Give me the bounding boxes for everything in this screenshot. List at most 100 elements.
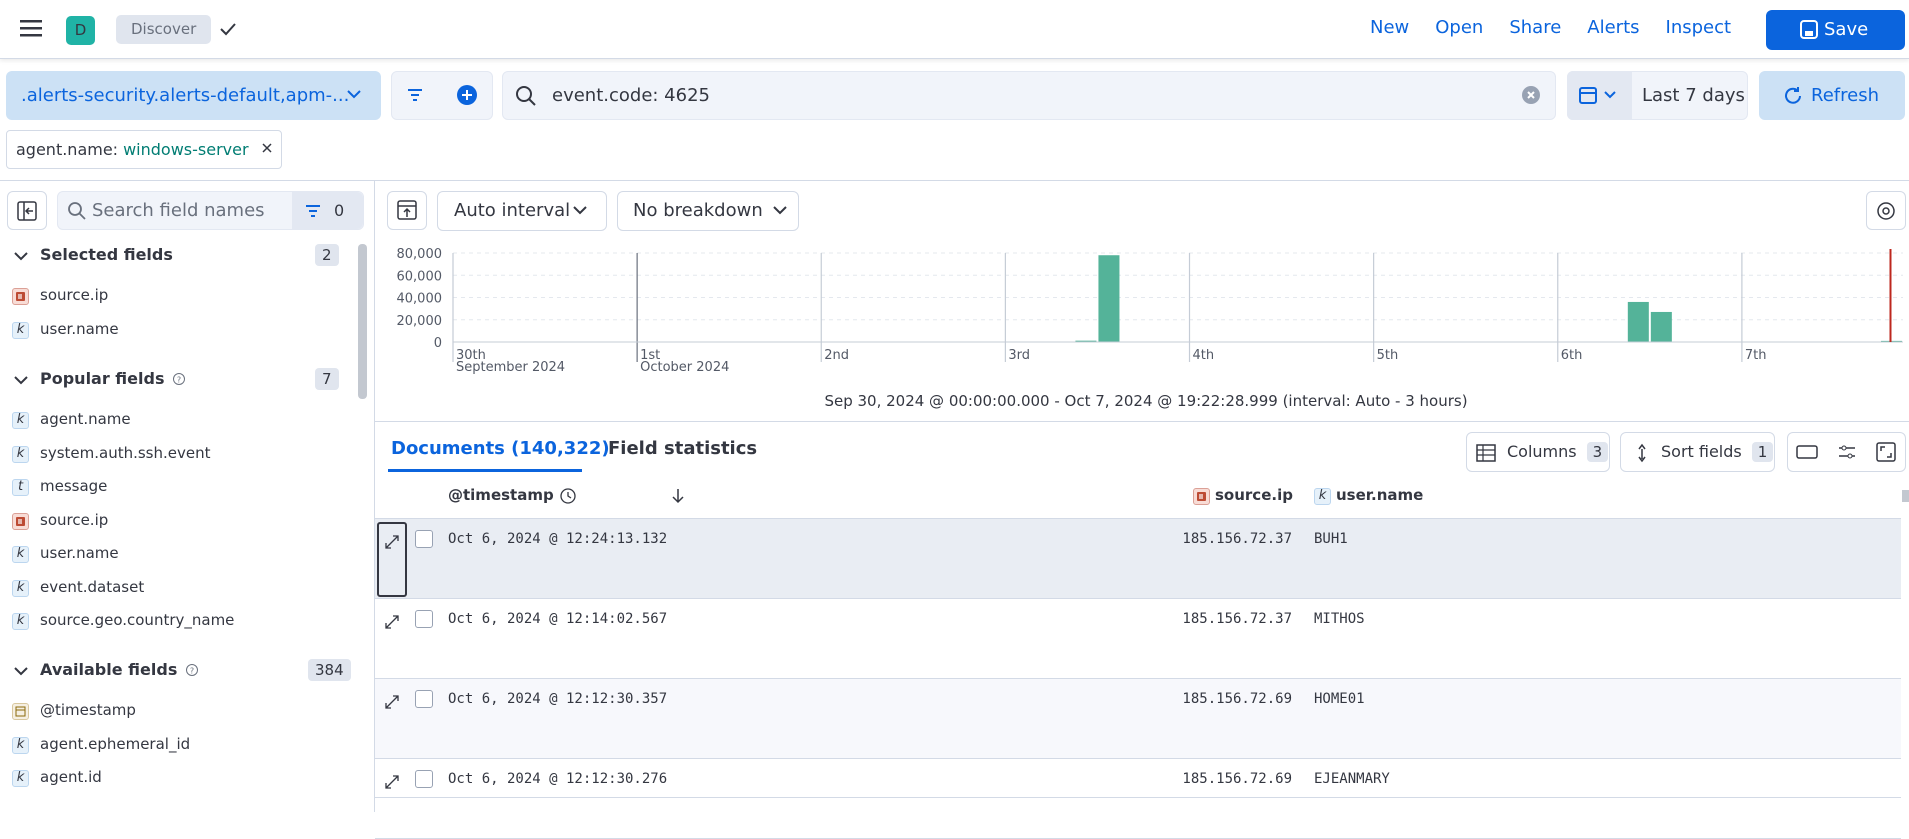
- grid-settings[interactable]: [1787, 432, 1906, 472]
- expand-button[interactable]: [384, 774, 400, 794]
- cell-source-ip: 185.156.72.37: [1182, 611, 1292, 627]
- field-type-icon: k: [12, 770, 29, 787]
- filter-remove[interactable]: [262, 131, 272, 168]
- tab-documents[interactable]: Documents (140,322): [391, 438, 610, 459]
- clear-button[interactable]: [1522, 86, 1540, 104]
- section-title[interactable]: Popular fields: [40, 369, 165, 388]
- chart-icon: [397, 200, 417, 220]
- nav-link[interactable]: Open: [1435, 17, 1484, 38]
- field-type-icon: k: [12, 321, 29, 339]
- nav-link[interactable]: Share: [1509, 17, 1562, 38]
- bar: [1098, 255, 1120, 342]
- field-type-icon: t: [12, 479, 29, 496]
- nav-link[interactable]: New: [1370, 17, 1410, 38]
- chevron: [347, 90, 361, 99]
- chevron: [573, 206, 587, 215]
- field-name[interactable]: message: [40, 477, 108, 495]
- y-tick-label: 0: [434, 336, 442, 351]
- column-header[interactable]: @timestamp: [448, 486, 554, 504]
- row-checkbox[interactable]: [415, 770, 433, 788]
- column-header[interactable]: user.name: [1336, 486, 1424, 504]
- breadcrumb[interactable]: Discover: [116, 15, 212, 44]
- info-icon: ?: [185, 662, 199, 681]
- date-range[interactable]: Last 7 days: [1642, 85, 1745, 106]
- field-filter[interactable]: [292, 192, 363, 229]
- cell-source-ip: 185.156.72.69: [1182, 771, 1292, 787]
- section-title[interactable]: Selected fields: [40, 245, 173, 264]
- x-tick-sublabel: September 2024: [456, 360, 565, 375]
- cell-source-ip: 185.156.72.37: [1182, 531, 1292, 547]
- settings-icons: [1796, 442, 1896, 462]
- section-title[interactable]: Available fields: [40, 660, 178, 679]
- field-name[interactable]: user.name: [40, 544, 119, 562]
- field-type-icon: [1193, 488, 1210, 505]
- divider: [375, 421, 1909, 422]
- field-name[interactable]: source.ip: [40, 286, 109, 304]
- section-chevron[interactable]: [13, 248, 29, 267]
- cell-timestamp: Oct 6, 2024 @ 12:12:30.276: [448, 771, 668, 787]
- save-icon: [1800, 20, 1818, 39]
- data-view-picker[interactable]: .alerts-security.alerts-default,apm-...: [6, 71, 381, 120]
- expand-button[interactable]: [384, 534, 400, 554]
- row-checkbox[interactable]: [415, 610, 433, 628]
- columns-button[interactable]: Columns 3: [1466, 432, 1610, 472]
- field-name[interactable]: source.geo.country_name: [40, 611, 235, 629]
- x-tick-label: 6th: [1561, 348, 1583, 363]
- y-tick-label: 20,000: [397, 314, 443, 329]
- x-tick-label: 5th: [1377, 348, 1399, 363]
- svg-text:?: ?: [177, 376, 181, 385]
- interval-select[interactable]: Auto interval: [437, 191, 607, 231]
- section-count: 384: [308, 659, 351, 681]
- query-input[interactable]: event.code: 4625: [502, 71, 1556, 120]
- column-header[interactable]: source.ip: [1215, 486, 1293, 504]
- expand-button[interactable]: [384, 614, 400, 634]
- table-row: [375, 599, 1901, 679]
- section-chevron[interactable]: [13, 372, 29, 391]
- section-chevron[interactable]: [13, 663, 29, 682]
- sort-arrow[interactable]: [670, 488, 686, 508]
- refresh-button[interactable]: Refresh: [1759, 71, 1905, 120]
- breakdown-select[interactable]: No breakdown: [617, 191, 799, 231]
- chart-options[interactable]: [1866, 191, 1906, 230]
- section-count: 2: [315, 244, 339, 266]
- quick-menu[interactable]: [1567, 71, 1632, 120]
- y-tick-label: 60,000: [397, 269, 443, 284]
- space-badge[interactable]: D: [66, 16, 95, 45]
- add-filter-button[interactable]: [456, 84, 478, 106]
- sort-button[interactable]: Sort fields 1: [1620, 432, 1775, 472]
- nav-link[interactable]: Inspect: [1665, 17, 1732, 38]
- cell-user-name: MITHOS: [1314, 611, 1365, 627]
- filter-button[interactable]: [407, 88, 423, 102]
- y-tick-label: 40,000: [397, 292, 443, 307]
- columns-count: 3: [1586, 442, 1609, 462]
- x-tick-label: 4th: [1193, 348, 1215, 363]
- info-icon: ?: [172, 371, 186, 390]
- field-name[interactable]: agent.name: [40, 410, 131, 428]
- field-type-icon: k: [12, 546, 29, 563]
- expand-button[interactable]: [384, 694, 400, 714]
- field-name[interactable]: agent.ephemeral_id: [40, 734, 191, 753]
- field-name[interactable]: event.dataset: [40, 577, 145, 596]
- menu-button[interactable]: [20, 19, 42, 37]
- field-name[interactable]: agent.id: [40, 768, 102, 786]
- field-name[interactable]: user.name: [40, 319, 119, 338]
- x-tick-label: 30th: [456, 348, 486, 363]
- row-checkbox[interactable]: [415, 530, 433, 548]
- field-type-icon: k: [12, 613, 29, 630]
- row-checkbox[interactable]: [415, 690, 433, 708]
- field-name[interactable]: source.ip: [40, 510, 109, 529]
- calendar-icon: [1579, 87, 1616, 104]
- field-search-placeholder: Search field names: [92, 200, 265, 221]
- field-name[interactable]: @timestamp: [40, 701, 136, 719]
- tab-field-statistics[interactable]: Field statistics: [608, 438, 758, 459]
- filter-pill[interactable]: agent.name: windows-server: [6, 130, 282, 169]
- check-icon: [220, 23, 236, 36]
- nav-link[interactable]: Alerts: [1587, 17, 1640, 38]
- save-button[interactable]: Save: [1766, 10, 1905, 50]
- cell-timestamp: Oct 6, 2024 @ 12:14:02.567: [448, 611, 668, 627]
- field-name[interactable]: system.auth.ssh.event: [40, 443, 211, 462]
- tab-underline: [388, 469, 582, 472]
- x-tick-label: 3rd: [1008, 348, 1030, 363]
- nav: New Open Share Alerts Inspect: [1370, 17, 1757, 41]
- sort-label: Sort fields: [1661, 442, 1742, 461]
